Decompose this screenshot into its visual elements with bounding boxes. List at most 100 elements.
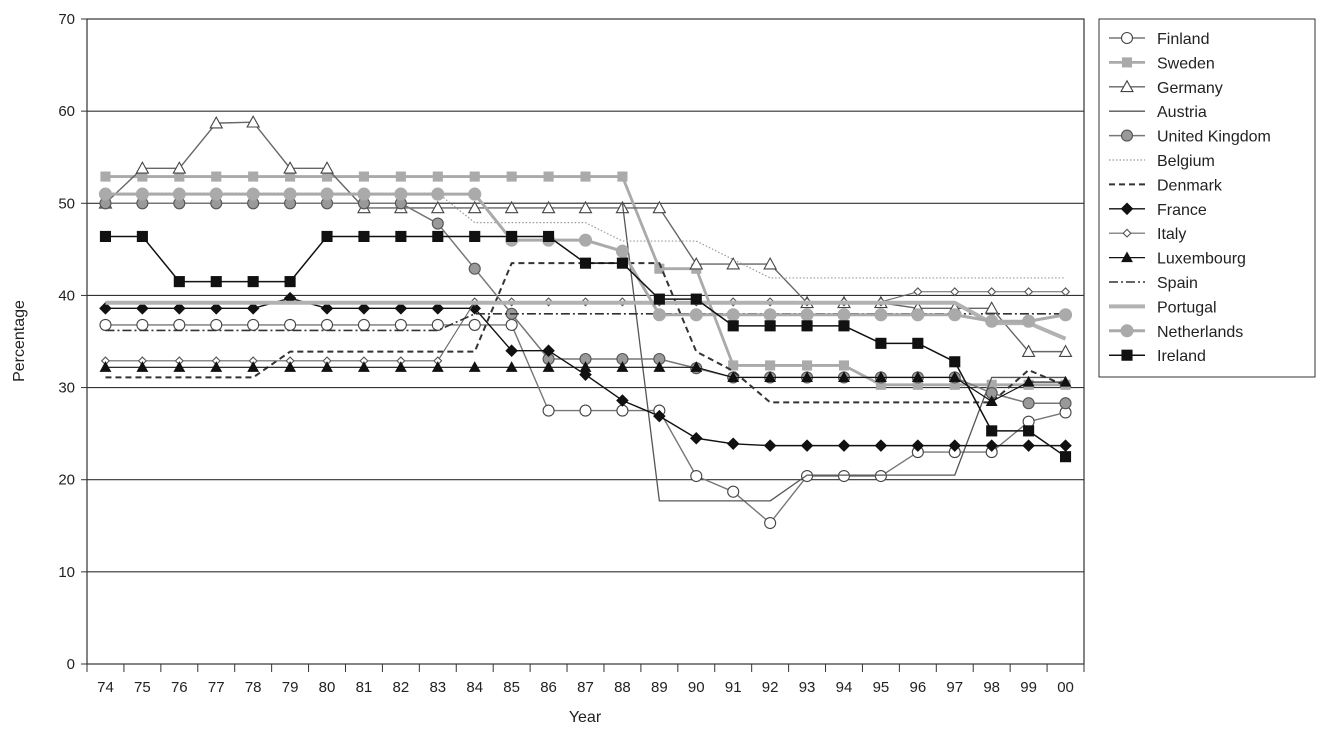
data-point-luxembourg <box>727 371 740 382</box>
data-point-united-kingdom <box>468 262 481 275</box>
data-point-luxembourg <box>394 361 407 372</box>
x-tick-label: 84 <box>466 679 483 696</box>
series-luxembourg <box>99 361 1072 406</box>
data-point-sweden <box>469 171 480 182</box>
data-point-netherlands <box>172 187 186 201</box>
legend-label: Spain <box>1157 275 1198 292</box>
data-point-luxembourg <box>838 371 850 382</box>
x-tick-label: 89 <box>651 679 668 696</box>
data-point-france <box>874 439 888 452</box>
legend-label: Sweden <box>1157 55 1215 72</box>
data-point-netherlands <box>320 187 334 201</box>
data-point-luxembourg <box>948 371 961 382</box>
data-point-germany <box>504 200 519 214</box>
data-point-germany <box>209 115 224 129</box>
data-point-france <box>726 437 740 451</box>
data-point-netherlands <box>283 187 297 201</box>
data-point-netherlands <box>98 187 113 201</box>
data-point-sweden <box>802 360 813 371</box>
data-point-ireland <box>210 276 222 288</box>
data-point-finland <box>874 469 887 483</box>
data-point-luxembourg <box>321 361 333 372</box>
x-tick-label: 79 <box>282 679 299 696</box>
data-point-luxembourg <box>284 361 297 372</box>
data-point-germany <box>430 200 445 214</box>
y-tick-label: 30 <box>58 380 75 397</box>
data-point-netherlands <box>357 187 371 201</box>
data-point-ireland <box>136 230 148 243</box>
data-point-netherlands <box>209 187 223 201</box>
data-point-ireland <box>173 276 185 288</box>
series-line-denmark <box>105 262 1066 404</box>
data-point-finland <box>801 469 814 483</box>
data-point-netherlands <box>615 244 629 258</box>
data-point-finland <box>99 318 112 331</box>
data-point-luxembourg <box>1022 375 1035 387</box>
series-line-portugal <box>105 300 1067 341</box>
legend-label: Austria <box>1157 104 1207 121</box>
legend-marker <box>1120 202 1134 216</box>
legend-label: Luxembourg <box>1157 251 1246 268</box>
data-point-france <box>99 302 112 315</box>
legend-label: United Kingdom <box>1157 129 1271 146</box>
data-point-luxembourg <box>764 371 777 382</box>
data-point-united-kingdom <box>1059 397 1072 410</box>
data-point-france <box>209 302 223 315</box>
data-point-ireland <box>690 293 702 305</box>
data-point-united-kingdom <box>431 217 444 230</box>
legend-item-sweden: Sweden <box>1109 55 1215 72</box>
data-point-france <box>985 439 998 452</box>
data-point-sweden <box>765 360 776 371</box>
data-point-netherlands <box>431 187 445 201</box>
data-point-finland <box>357 318 370 331</box>
data-point-luxembourg <box>801 371 813 382</box>
x-axis-title: Year <box>569 709 602 726</box>
legend-item-spain: Spain <box>1109 275 1198 292</box>
data-point-finland <box>320 318 334 331</box>
legend-item-italy: Italy <box>1109 226 1186 243</box>
data-point-france <box>579 368 592 381</box>
data-point-ireland <box>284 276 296 288</box>
data-point-finland <box>690 469 703 483</box>
legend-marker <box>1121 57 1133 68</box>
data-point-sweden <box>395 171 406 182</box>
data-point-finland <box>837 469 851 483</box>
x-tick-label: 98 <box>983 679 1000 696</box>
data-point-germany <box>283 161 298 174</box>
data-point-ireland <box>727 320 739 332</box>
x-tick-label: 82 <box>393 679 410 696</box>
data-point-netherlands <box>652 308 666 322</box>
x-tick-label: 83 <box>429 679 446 696</box>
data-point-finland <box>136 318 149 331</box>
legend-marker <box>1120 79 1134 93</box>
x-tick-label: 94 <box>836 679 853 696</box>
data-point-france <box>763 439 777 452</box>
series-belgium <box>105 192 1066 279</box>
data-point-germany <box>320 161 334 174</box>
data-point-france <box>911 439 925 452</box>
data-point-netherlands <box>726 308 740 322</box>
data-point-ireland <box>801 320 813 332</box>
x-tick-label: 88 <box>614 679 631 696</box>
legend-label: Denmark <box>1157 177 1223 194</box>
data-point-finland <box>394 318 407 331</box>
x-tick-label: 74 <box>97 679 114 696</box>
data-point-france <box>173 302 186 315</box>
data-point-france <box>653 409 666 423</box>
data-point-sweden <box>432 171 443 182</box>
data-point-italy <box>987 287 997 297</box>
data-point-france <box>800 439 814 452</box>
data-point-france <box>1059 439 1072 452</box>
data-point-ireland <box>432 230 444 243</box>
legend-item-austria: Austria <box>1109 104 1207 121</box>
data-point-sweden <box>248 171 259 182</box>
data-point-luxembourg <box>542 361 555 372</box>
data-point-ireland <box>1059 451 1072 463</box>
data-point-france <box>357 302 371 315</box>
data-point-netherlands <box>985 314 999 328</box>
legend-item-belgium: Belgium <box>1109 153 1215 170</box>
data-point-luxembourg <box>431 361 444 372</box>
y-tick-label: 10 <box>58 564 75 581</box>
data-point-luxembourg <box>579 361 592 372</box>
